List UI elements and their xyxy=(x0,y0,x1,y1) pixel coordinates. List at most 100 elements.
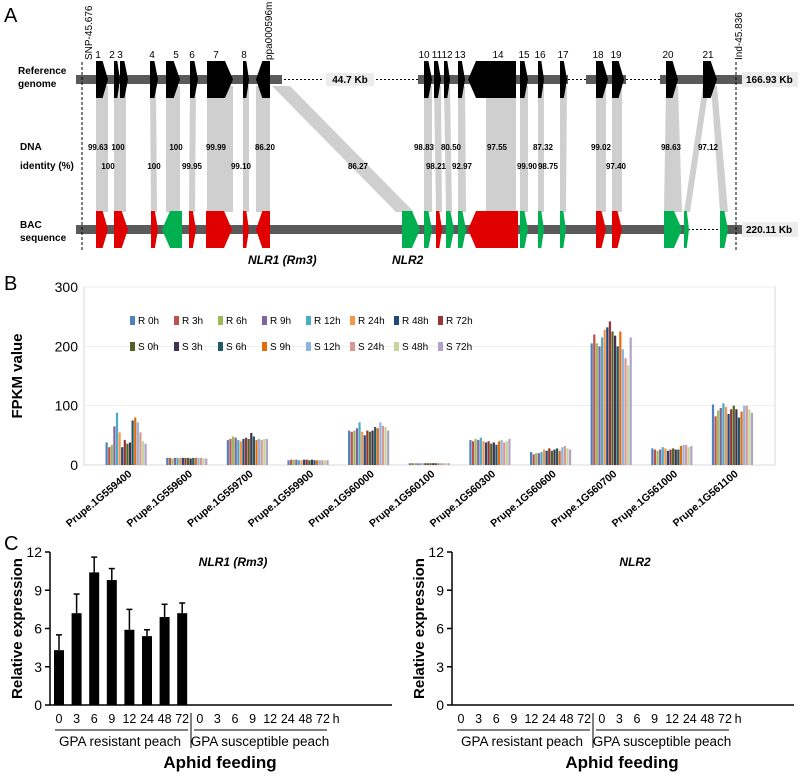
identity-bands xyxy=(96,86,728,212)
chart-b-bar xyxy=(105,442,108,465)
chart-c-unit: h xyxy=(735,712,742,726)
chart-b-bar xyxy=(139,432,142,465)
bac-gene-11 xyxy=(436,211,442,248)
chart-b-legend-label: S 48h xyxy=(402,342,428,353)
bac-gene-5 xyxy=(189,211,196,248)
chart-b-bar xyxy=(361,431,364,465)
chart-b-bar xyxy=(687,447,690,465)
chart-b-bar xyxy=(366,430,369,465)
chart-b-bar xyxy=(113,426,116,465)
marker-left-label: SNP-45.676 xyxy=(84,5,95,60)
chart-b-bar xyxy=(134,417,137,465)
bac-gene-4 xyxy=(162,211,182,248)
chart-b-bar xyxy=(126,443,129,465)
chart-b-bar xyxy=(323,460,327,465)
chart-b-bar xyxy=(429,463,432,465)
identity-band-9 xyxy=(272,86,414,212)
chart-c-xlabel: Aphid feeding xyxy=(163,753,276,772)
chart-b-bar xyxy=(627,365,630,465)
chart-b-bar xyxy=(669,449,672,465)
bac-seq-label-2: sequence xyxy=(20,233,67,244)
ref-gene-6 xyxy=(190,61,198,98)
identity-value: 100 xyxy=(169,143,183,152)
chart-b-bar xyxy=(750,412,754,465)
gene-number: 19 xyxy=(610,50,622,61)
chart-b-bar xyxy=(313,460,316,465)
chart-b-bar xyxy=(550,450,553,465)
chart-c-xtick: 3 xyxy=(616,712,623,726)
chart-b-bar xyxy=(674,449,677,465)
chart-c-ytick: 12 xyxy=(428,544,444,560)
chart-b-bar xyxy=(184,457,187,465)
chart-b-bar xyxy=(614,335,617,465)
gene-numbers: 1 2 3 4 5 6 7 8 10 11 12 13 14 15 16 17 18 19 20 21 xyxy=(95,50,714,61)
identity-band-21 xyxy=(684,86,709,212)
chart-b-legend-swatch xyxy=(218,316,223,325)
chart-b-bar xyxy=(714,416,717,465)
chart-b-bar xyxy=(434,463,437,465)
chart-b-legend-swatch xyxy=(394,342,399,351)
chart-b-bar xyxy=(358,422,361,465)
chart-b-legend-label: S 0h xyxy=(138,342,159,353)
ref-gene-8 xyxy=(243,61,249,98)
chart-b-bar xyxy=(247,438,250,465)
chart-b-bar xyxy=(168,457,171,465)
gene-number: 1 xyxy=(95,50,101,61)
chart-b-bar xyxy=(363,435,366,465)
chart-b-bar xyxy=(297,460,301,465)
chart-b-bar xyxy=(300,460,303,465)
bac-gene-8 xyxy=(256,211,270,248)
chart-b-bar xyxy=(685,444,688,465)
chart-c-group-label: GPA susceptible peach xyxy=(191,734,330,749)
identity-value: 97.55 xyxy=(487,143,508,152)
chart-b-bar xyxy=(601,337,604,465)
panel-label-a: A xyxy=(4,5,18,27)
chart-b-legend-label: S 3h xyxy=(182,342,203,353)
identity-value: 100 xyxy=(147,162,161,171)
identity-band-6 xyxy=(207,86,233,212)
bac-size-label: 220.11 Kb xyxy=(746,225,792,236)
ref-gene-16 xyxy=(538,61,544,98)
chart-b-legend-label: R 72h xyxy=(446,316,473,327)
chart-c-group-label: GPA susceptible peach xyxy=(593,734,732,749)
chart-b-bar xyxy=(305,459,308,465)
chart-b-bar xyxy=(303,459,306,465)
chart-c-bar xyxy=(54,650,64,705)
gene-number: 18 xyxy=(592,50,604,61)
chart-b-ytick: 300 xyxy=(55,279,79,295)
chart-b-bar xyxy=(532,454,535,465)
chart-b-bar xyxy=(616,346,619,465)
bac-genes xyxy=(96,211,728,248)
chart-c-xtick: 6 xyxy=(493,712,500,726)
identity-value: 86.27 xyxy=(348,162,369,171)
chart-b-bar xyxy=(484,442,488,465)
bac-seq-label-1: BAC xyxy=(20,220,42,231)
dna-identity-label-1: DNA xyxy=(20,142,42,153)
chart-b-bar xyxy=(479,437,482,465)
chart-b-bar xyxy=(186,457,190,465)
chart-b-bar xyxy=(677,449,680,465)
chart-b-legend-label: S 12h xyxy=(314,342,340,353)
chart-b-bar xyxy=(189,458,192,465)
chart-b-bar xyxy=(141,441,145,465)
gene-number: 10 xyxy=(418,50,430,61)
chart-b-bar xyxy=(548,448,551,465)
chart-c-xtick: 12 xyxy=(122,712,136,726)
chart-b-bar xyxy=(661,447,664,465)
chart-b-bar xyxy=(719,408,722,465)
chart-b-bar xyxy=(308,460,311,465)
chart-b-xtick: Prupe.1G561100 xyxy=(671,468,741,529)
chart-b-legend-swatch xyxy=(174,342,179,351)
chart-b-bar xyxy=(608,321,612,465)
chart-c-bar xyxy=(159,617,170,705)
chart-b-bar xyxy=(239,441,242,465)
chart-b-legend-label: S 72h xyxy=(446,342,472,353)
chart-b-bar xyxy=(411,463,414,465)
chart-b-bar xyxy=(376,428,379,465)
chart-b-bar xyxy=(128,442,132,465)
chart-b-bar xyxy=(179,457,182,465)
chart-b-bar xyxy=(442,463,445,465)
ref-gene-14 xyxy=(468,61,516,98)
chart-b-bar xyxy=(226,440,229,465)
